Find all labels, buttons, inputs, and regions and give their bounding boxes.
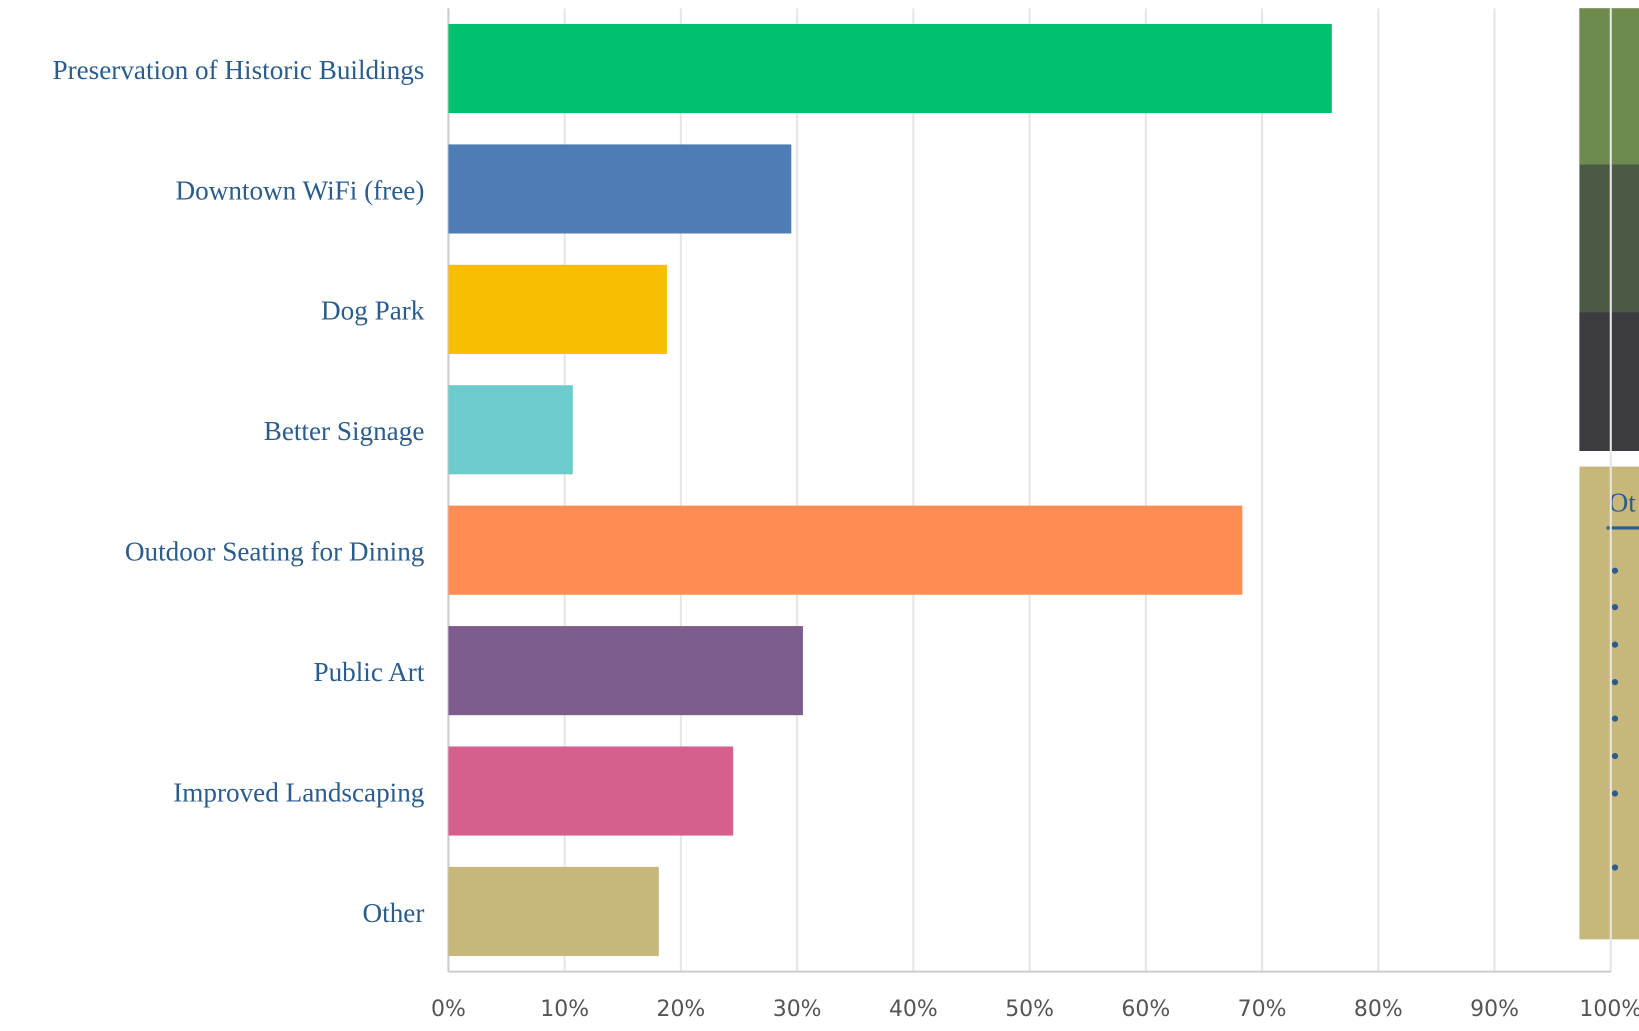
x-tick-label: 0% bbox=[431, 997, 466, 1022]
y-tick-label: Downtown WiFi (free) bbox=[176, 175, 425, 205]
x-tick-label: 100% bbox=[1579, 997, 1639, 1022]
bar bbox=[448, 23, 1332, 114]
x-tick-label: 20% bbox=[656, 997, 705, 1022]
x-tick-label: 60% bbox=[1121, 997, 1170, 1022]
x-tick-label: 70% bbox=[1238, 997, 1287, 1022]
bar bbox=[448, 866, 659, 956]
bar bbox=[448, 385, 573, 475]
bar bbox=[448, 626, 803, 716]
y-tick-label: Better Signage bbox=[264, 416, 425, 446]
photo-foliage bbox=[1579, 8, 1639, 165]
x-tick-label: 30% bbox=[773, 997, 822, 1022]
x-tick-label: 40% bbox=[889, 997, 938, 1022]
y-tick-label: Preservation of Historic Buildings bbox=[52, 55, 424, 85]
x-tick-label: 10% bbox=[540, 997, 589, 1022]
y-tick-label: Improved Landscaping bbox=[173, 777, 425, 807]
x-tick-label: 50% bbox=[1005, 997, 1054, 1022]
x-tick-label: 90% bbox=[1470, 997, 1519, 1022]
photo-street bbox=[1579, 312, 1639, 451]
bar bbox=[448, 746, 734, 836]
sidebar-bullets bbox=[1611, 567, 1619, 871]
y-tick-label: Dog Park bbox=[321, 296, 425, 326]
sidebar-heading: Ot bbox=[1609, 487, 1637, 517]
y-tick-label: Other bbox=[363, 898, 425, 928]
y-tick-label: Public Art bbox=[313, 657, 424, 687]
bar bbox=[448, 144, 792, 234]
x-tick-label: 80% bbox=[1354, 997, 1403, 1022]
y-tick-label: Outdoor Seating for Dining bbox=[125, 537, 425, 567]
sidebar-box bbox=[1579, 466, 1639, 940]
bar bbox=[448, 505, 1243, 595]
bar bbox=[448, 264, 667, 354]
plot: 0% 10% 20% 30% 40% 50% 60% 70% 80% 90% 100% Preserv… bbox=[52, 8, 1639, 1022]
